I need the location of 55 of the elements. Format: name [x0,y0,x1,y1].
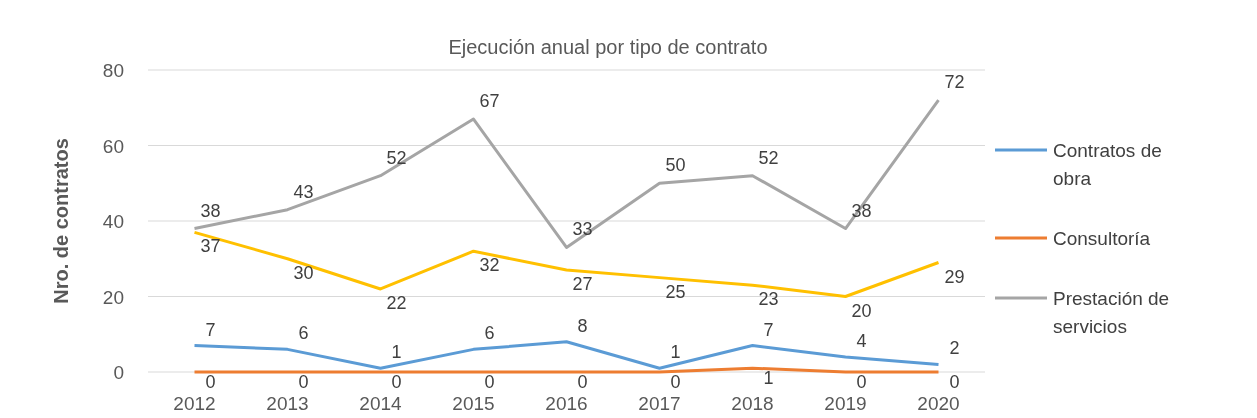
data-label: 0 [391,372,402,392]
data-label: 22 [386,292,407,313]
data-label: 0 [670,372,681,392]
data-label: 72 [944,72,965,93]
data-label: 25 [665,281,686,302]
x-tick-label: 2016 [545,393,588,414]
legend-label: Consultoría [1053,228,1151,249]
y-axis-title: Nro. de contratos [50,138,72,304]
data-label: 27 [572,274,593,295]
data-label: 1 [763,368,774,389]
legend-label: Contratos de obra [1053,140,1162,189]
data-label: 38 [851,200,872,221]
chart-title: Ejecución anual por tipo de contrato [448,36,768,58]
x-tick-label: 2014 [359,393,403,414]
data-label: 52 [386,147,407,168]
data-label: 1 [391,342,402,363]
data-label: 30 [293,262,314,283]
data-label: 7 [205,319,216,340]
data-label: 6 [484,323,495,344]
data-label: 6 [298,323,309,344]
x-tick-label: 2015 [452,393,495,414]
data-label: 0 [856,372,867,392]
data-label: 38 [200,200,221,221]
legend-label: Prestación de servicios [1053,288,1170,337]
data-label: 37 [200,236,221,257]
data-label: 52 [758,147,779,168]
data-label: 0 [949,372,960,392]
data-label: 0 [298,372,309,392]
y-tick-label: 20 [102,286,124,308]
data-label: 33 [572,219,593,240]
y-tick-label: 0 [113,362,124,383]
data-label: 67 [479,91,500,112]
y-tick-label: 80 [102,60,124,81]
y-tick-label: 40 [102,211,124,232]
data-label: 43 [293,181,314,202]
data-label: 32 [479,255,500,276]
data-label: 23 [758,289,779,310]
x-tick-label: 2018 [731,393,774,414]
data-label: 50 [665,155,686,176]
data-label: 4 [856,330,867,351]
data-label: 0 [484,372,495,392]
data-label: 0 [577,372,588,392]
data-label: 20 [851,300,872,321]
data-label: 29 [944,266,965,287]
x-tick-label: 2019 [824,393,867,414]
data-label: 2 [949,338,960,359]
x-tick-label: 2017 [638,393,681,414]
data-label: 8 [577,315,588,336]
x-tick-label: 2012 [173,393,216,414]
data-label: 0 [205,372,216,392]
x-tick-label: 2013 [266,393,309,414]
data-label: 1 [670,342,681,363]
y-tick-label: 60 [102,135,124,157]
x-tick-label: 2020 [917,393,960,414]
data-label: 7 [763,319,774,340]
